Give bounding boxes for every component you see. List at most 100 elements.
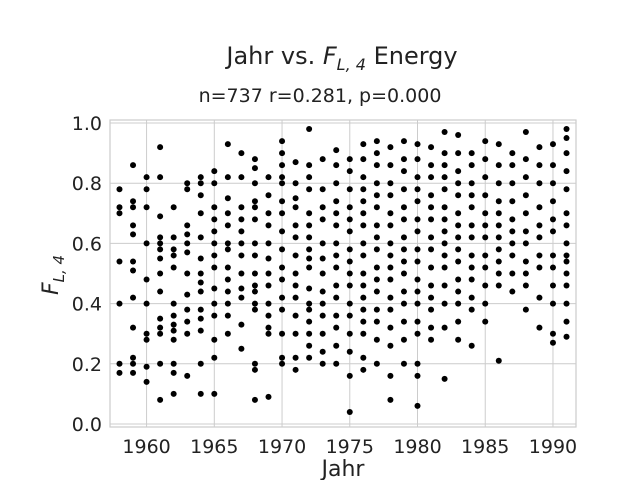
data-point [482,234,489,241]
data-point [279,354,286,361]
data-point [211,168,218,175]
y-tick-label: 0.0 [72,414,102,436]
data-point [428,246,435,253]
data-point [373,150,380,157]
data-point [306,186,313,193]
data-point [468,162,475,169]
data-point [157,315,164,322]
chart-subtitle: n=737 r=0.281, p=0.000 [199,85,442,107]
data-point [116,360,123,367]
data-point [495,282,502,289]
data-point [251,270,258,277]
data-point [197,192,204,199]
data-point [197,255,204,262]
data-point [319,300,326,307]
data-point [400,336,407,343]
data-point [319,240,326,247]
data-point [184,291,191,298]
data-point [251,396,258,403]
data-point [387,222,394,229]
data-point [224,312,231,319]
data-point [400,288,407,295]
data-point [387,252,394,259]
data-point [549,264,556,271]
data-point [400,186,407,193]
data-point [319,204,326,211]
data-point [549,162,556,169]
data-point [428,234,435,241]
data-point [563,270,570,277]
data-point [265,300,272,307]
data-point [170,369,177,376]
data-point [211,300,218,307]
data-point [495,141,502,148]
data-point [373,234,380,241]
data-point [441,324,448,331]
tick-labels: 1960 1965 1970 1975 1980 1985 1990 0.0 0.2 0.4 0.6… [72,113,577,458]
data-point [563,210,570,217]
data-point [292,282,299,289]
title-subscript: L, 4 [337,55,366,74]
data-point [197,327,204,334]
data-point [279,294,286,301]
data-point [536,222,543,229]
data-point [373,336,380,343]
data-point [373,318,380,325]
data-point [238,270,245,277]
data-point [387,324,394,331]
data-point [184,330,191,337]
data-point [170,327,177,334]
data-point [441,204,448,211]
x-axis-label: Jahr [320,457,366,480]
data-point [184,186,191,193]
data-point [549,228,556,235]
chart-title: Jahr vs. FL, 4 Energy [224,42,457,74]
data-point [468,276,475,283]
data-point [292,204,299,211]
x-tick-label: 1960 [122,436,170,458]
data-point [400,258,407,265]
data-point [522,306,529,313]
data-point [387,372,394,379]
data-point [522,270,529,277]
data-point [563,150,570,157]
data-point [509,198,516,205]
data-point [346,348,353,355]
data-point [536,324,543,331]
plot-area [110,120,576,427]
x-tick-label: 1970 [258,436,306,458]
data-point [319,348,326,355]
data-point [455,210,462,217]
data-point [265,192,272,199]
data-point [563,318,570,325]
data-point [482,156,489,163]
data-point [170,234,177,241]
data-point [441,252,448,259]
data-point [211,336,218,343]
data-point [495,246,502,253]
data-point [251,240,258,247]
data-point [238,240,245,247]
data-point [279,174,286,181]
data-point [428,282,435,289]
data-point [306,162,313,169]
data-point [455,222,462,229]
data-point [251,288,258,295]
data-point [346,372,353,379]
data-point [468,342,475,349]
data-point [116,186,123,193]
data-point [333,162,340,169]
data-point [157,270,164,277]
y-axis-label-symbol: F [39,282,64,295]
data-point [130,369,137,376]
data-point [319,186,326,193]
data-point [482,174,489,181]
data-point [170,252,177,259]
data-point [197,288,204,295]
data-point [428,324,435,331]
data-points [116,126,570,415]
data-point [360,210,367,217]
data-point [360,306,367,313]
data-point [549,339,556,346]
data-point [306,246,313,253]
